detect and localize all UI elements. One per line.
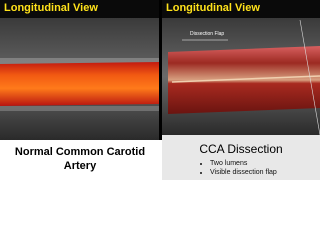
color-flow (0, 62, 160, 106)
vessel-wall (0, 58, 160, 64)
vessel-wall (0, 106, 160, 111)
heading: Longitudinal View (4, 2, 98, 14)
page: Longitudinal View Longitudinal View Diss… (0, 0, 320, 180)
caption-area (162, 135, 320, 180)
heading: Longitudinal View (166, 2, 260, 14)
sector-edge (299, 19, 320, 136)
dissection-flap (171, 75, 320, 83)
vessel-lumen (168, 46, 320, 114)
image-label: Dissection Flap (190, 31, 225, 37)
bullet: Visible dissection flap (210, 168, 277, 177)
caption: CCA Dissection (199, 142, 283, 156)
caption: Normal Common Carotid Artery (14, 146, 146, 172)
bullet-list: Two lumens Visible dissection flap (200, 159, 277, 177)
bullet: Two lumens (210, 159, 277, 168)
ultrasound-images (0, 0, 320, 180)
divider (159, 0, 162, 140)
